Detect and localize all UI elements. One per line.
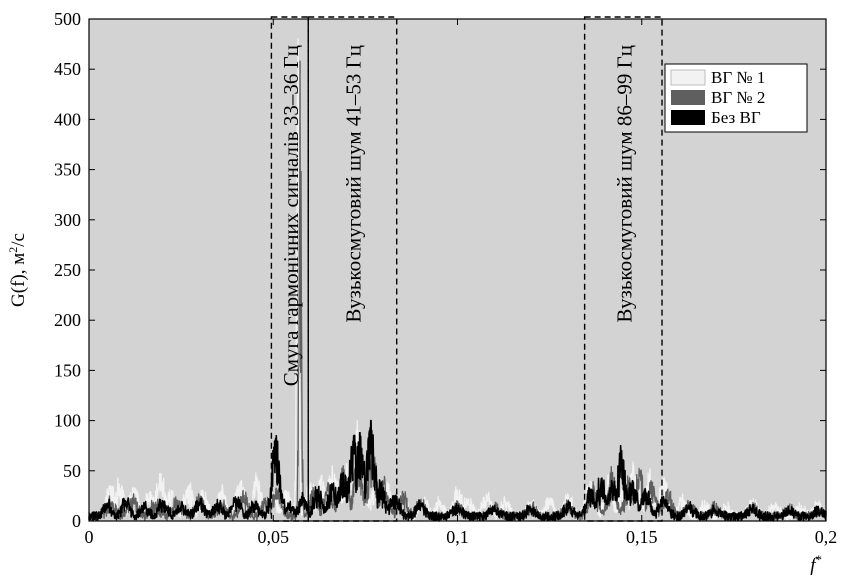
y-tick-label: 300 bbox=[54, 210, 81, 230]
series-line-3 bbox=[88, 419, 827, 522]
x-tick-label: 0,1 bbox=[446, 527, 469, 547]
y-tick-label: 350 bbox=[54, 160, 81, 180]
legend-swatch-1 bbox=[670, 69, 706, 86]
x-axis-title: f* bbox=[810, 552, 822, 577]
y-tick-label: 50 bbox=[63, 461, 81, 481]
y-tick-label: 200 bbox=[54, 310, 81, 330]
x-axis-title-sup: * bbox=[816, 552, 823, 567]
y-tick-label: 150 bbox=[54, 360, 81, 380]
y-tick-label: 400 bbox=[54, 109, 81, 129]
legend-label-3: Без ВГ bbox=[711, 108, 761, 127]
x-tick-label: 0,15 bbox=[626, 527, 658, 547]
x-tick-label: 0,2 bbox=[815, 527, 838, 547]
tick-layer: 0 0,05 0,1 0,15 0,2 0 50 100 150 200 250 300 350 400 4… bbox=[54, 9, 837, 547]
y-tick-label: 500 bbox=[54, 9, 81, 29]
legend-swatch-2 bbox=[671, 90, 705, 105]
annotation-label-2: Вузькосмуговий шум 41–53 Гц bbox=[341, 45, 365, 323]
y-tick-label: 0 bbox=[72, 511, 81, 531]
legend-swatch-3 bbox=[671, 110, 705, 125]
x-tick-label: 0 bbox=[85, 527, 94, 547]
legend-label-2: ВГ № 2 bbox=[711, 88, 765, 107]
x-tick-label: 0,05 bbox=[258, 527, 290, 547]
y-tick-label: 250 bbox=[54, 260, 81, 280]
y-axis-title-main: G(f), м bbox=[8, 253, 29, 307]
legend-label-1: ВГ № 1 bbox=[711, 68, 765, 87]
annotation-label-3: Вузькосмуговий шум 86–99 Гц bbox=[612, 45, 636, 323]
y-tick-label: 100 bbox=[54, 411, 81, 431]
y-axis-title: G(f), м2/с bbox=[6, 233, 29, 307]
x-axis-title-main: f bbox=[810, 555, 818, 576]
y-axis-title-sup: 2 bbox=[6, 247, 20, 253]
annotation-label-1: Смуга гармонічних сигналів 33–36 Гц bbox=[279, 45, 303, 386]
series-layer bbox=[88, 38, 827, 522]
y-axis-title-tail: /с bbox=[8, 233, 29, 247]
y-tick-label: 450 bbox=[54, 59, 81, 79]
annotation-box-2 bbox=[307, 16, 398, 522]
